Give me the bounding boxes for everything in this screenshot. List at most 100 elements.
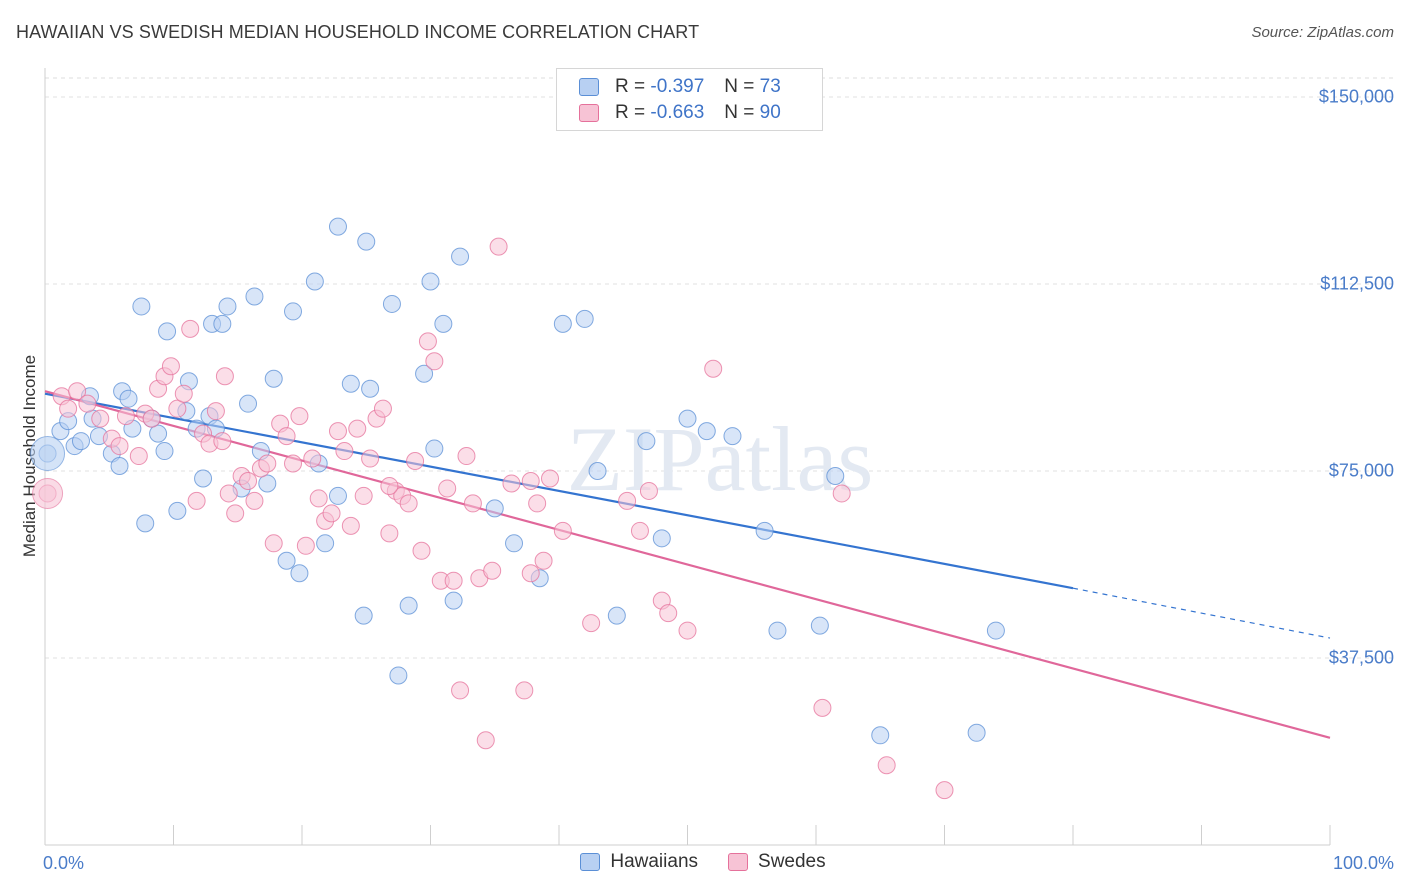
hawaiian-point (637, 432, 656, 451)
swede-point (380, 476, 399, 495)
hawaiian-point (277, 551, 296, 570)
swede-point (418, 332, 437, 351)
hawaiian-point (149, 424, 168, 443)
swede-point (322, 504, 341, 523)
swede-point (354, 486, 373, 505)
hawaiian-point (652, 529, 671, 548)
hawaiian-point (434, 314, 453, 333)
swede-point (457, 447, 476, 466)
hawaiians-trend-extension (1072, 587, 1331, 639)
swede-point (328, 422, 347, 441)
legend-item-hawaiians[interactable]: Hawaiians (580, 851, 698, 873)
swede-point (213, 432, 232, 451)
hawaiian-point (71, 432, 90, 451)
legend-n-value: 90 (759, 102, 781, 123)
x-tick-label-start: 0.0% (43, 853, 85, 873)
swede-point (515, 681, 534, 700)
legend-swatch-blue (579, 78, 599, 96)
hawaiians-label: Hawaiians (610, 851, 699, 872)
swede-point (813, 698, 832, 717)
legend-r-label: R = (615, 76, 646, 97)
swede-point (528, 494, 547, 513)
hawaiian-point (505, 534, 524, 553)
hawaiian-point (158, 322, 177, 341)
data-points (30, 217, 1005, 800)
swede-point (582, 614, 601, 633)
x-tick-label-end: 100.0% (1332, 853, 1394, 873)
hawaiian-point (986, 621, 1005, 640)
swede-point (399, 494, 418, 513)
swede-point (412, 541, 431, 560)
swedes-label: Swedes (758, 851, 826, 872)
swede-point (380, 524, 399, 543)
legend-row-swedes: R = -0.663 N = 90 (579, 101, 781, 125)
swede-point (78, 394, 97, 413)
swede-point (348, 419, 367, 438)
hawaiian-point (316, 534, 335, 553)
hawaiian-point (826, 466, 845, 485)
swede-point (181, 319, 200, 338)
swede-point (206, 402, 225, 421)
hawaiian-point (245, 287, 264, 306)
swede-point (361, 449, 380, 468)
swede-point (425, 352, 444, 371)
swede-point (534, 551, 553, 570)
legend-r-label: R = (615, 102, 646, 123)
swede-point (309, 489, 328, 508)
swede-point (91, 409, 110, 428)
hawaiian-point (305, 272, 324, 291)
swede-point (303, 449, 322, 468)
legend-n-label: N = (724, 102, 755, 123)
legend-row-hawaiians: R = -0.397 N = 73 (579, 75, 781, 99)
swede-point (639, 481, 658, 500)
swede-point (219, 484, 238, 503)
hawaiian-point (389, 666, 408, 685)
swede-point (142, 409, 161, 428)
y-tick-label: $37,500 (1328, 647, 1394, 668)
swede-point (296, 536, 315, 555)
hawaiians-swatch (580, 853, 601, 871)
hawaiian-point (871, 726, 890, 745)
series-legend: Hawaiians Swedes (0, 851, 1406, 873)
swede-point (438, 479, 457, 498)
swede-point (489, 237, 508, 256)
hawaiian-point (588, 462, 607, 480)
swede-point (521, 564, 540, 583)
legend-item-swedes[interactable]: Swedes (728, 851, 826, 873)
hawaiian-point (110, 457, 129, 476)
hawaiian-point (451, 247, 470, 266)
swede-point (264, 534, 283, 553)
swede-point (290, 407, 309, 426)
legend-n-label: N = (724, 76, 755, 97)
swede-point (258, 454, 277, 473)
swede-point (59, 399, 78, 418)
hawaiian-point-large (30, 436, 66, 472)
hawaiian-point (361, 379, 380, 398)
swede-point (174, 384, 193, 403)
swede-point (877, 756, 896, 775)
hawaiian-point (485, 499, 504, 518)
swede-point (541, 469, 560, 488)
swede-point (68, 382, 87, 401)
hawaiian-point (421, 272, 440, 291)
hawaiian-point (136, 514, 155, 533)
y-tick-label: $150,000 (1318, 86, 1394, 107)
swede-point (215, 367, 234, 386)
hawaiian-point (575, 309, 594, 328)
hawaiian-point (399, 596, 418, 615)
hawaiian-point (553, 314, 572, 333)
swede-point (341, 516, 360, 535)
swede-point (226, 504, 245, 523)
swede-point (373, 399, 392, 418)
swede-point (239, 471, 258, 490)
legend-swatch-pink (579, 104, 599, 122)
swede-point (110, 437, 129, 456)
y-tick-label: $112,500 (1320, 273, 1394, 294)
hawaiian-point (723, 427, 742, 446)
swede-point (553, 521, 572, 540)
swede-point (245, 491, 264, 510)
swede-point (161, 357, 180, 376)
hawaiian-point (354, 606, 373, 625)
swede-point-large (32, 477, 64, 509)
